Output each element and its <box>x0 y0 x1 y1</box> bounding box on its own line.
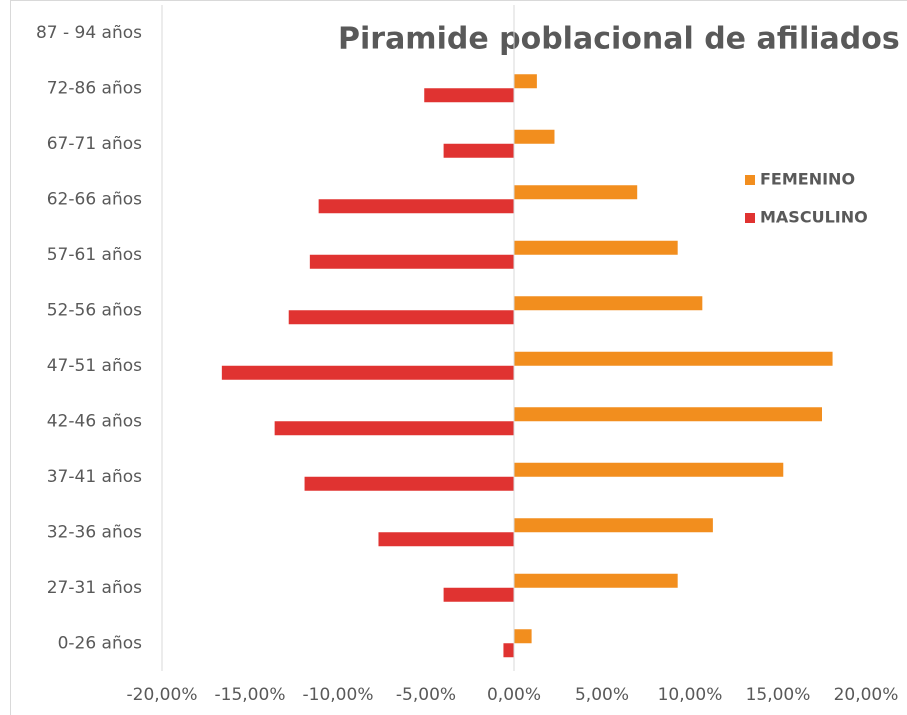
x-tick-label: 20,00% <box>834 685 899 705</box>
x-tick-label: 0,00% <box>487 685 541 705</box>
y-tick-label: 87 - 94 años <box>36 23 142 43</box>
bar <box>514 573 678 588</box>
bar <box>514 74 537 89</box>
x-tick-label: -15,00% <box>215 685 286 705</box>
bar <box>514 351 833 366</box>
bar <box>274 421 514 436</box>
y-tick-label: 42-46 años <box>47 411 142 431</box>
bar <box>288 310 514 325</box>
legend-swatch <box>745 175 755 185</box>
bar <box>318 199 514 214</box>
y-tick-label: 37-41 años <box>47 467 142 487</box>
bar <box>514 407 822 422</box>
bar <box>221 365 514 380</box>
x-tick-label: -20,00% <box>127 685 198 705</box>
bar <box>514 462 784 477</box>
bar <box>514 129 555 144</box>
bar <box>514 629 532 644</box>
chart-border <box>10 0 907 715</box>
y-tick-label: 27-31 años <box>47 578 142 598</box>
y-tick-label: 72-86 años <box>47 78 142 98</box>
y-tick-label: 52-56 años <box>47 300 142 320</box>
x-tick-label: -10,00% <box>303 685 374 705</box>
bar <box>304 476 514 491</box>
legend-swatch <box>745 213 755 223</box>
y-tick-label: 32-36 años <box>47 522 142 542</box>
bar <box>514 296 703 311</box>
y-tick-label: 67-71 años <box>47 134 142 154</box>
bar <box>514 185 638 200</box>
legend-label: FEMENINO <box>760 170 855 189</box>
y-tick-label: 47-51 años <box>47 356 142 376</box>
chart-title: Piramide poblacional de afiliados <box>338 22 900 57</box>
x-tick-label: -5,00% <box>396 685 456 705</box>
bar <box>514 518 713 533</box>
y-tick-label: 0-26 años <box>58 633 143 653</box>
y-tick-label: 57-61 años <box>47 245 142 265</box>
bar <box>443 143 514 158</box>
legend-label: MASCULINO <box>760 208 868 227</box>
bar <box>424 88 514 103</box>
bar <box>443 587 514 602</box>
y-tick-label: 62-66 años <box>47 189 142 209</box>
bar <box>503 643 514 658</box>
bar <box>378 532 514 547</box>
x-tick-label: 15,00% <box>746 685 811 705</box>
bar <box>309 254 514 269</box>
x-tick-label: 10,00% <box>658 685 723 705</box>
x-tick-label: 5,00% <box>575 685 629 705</box>
bar <box>514 240 678 255</box>
